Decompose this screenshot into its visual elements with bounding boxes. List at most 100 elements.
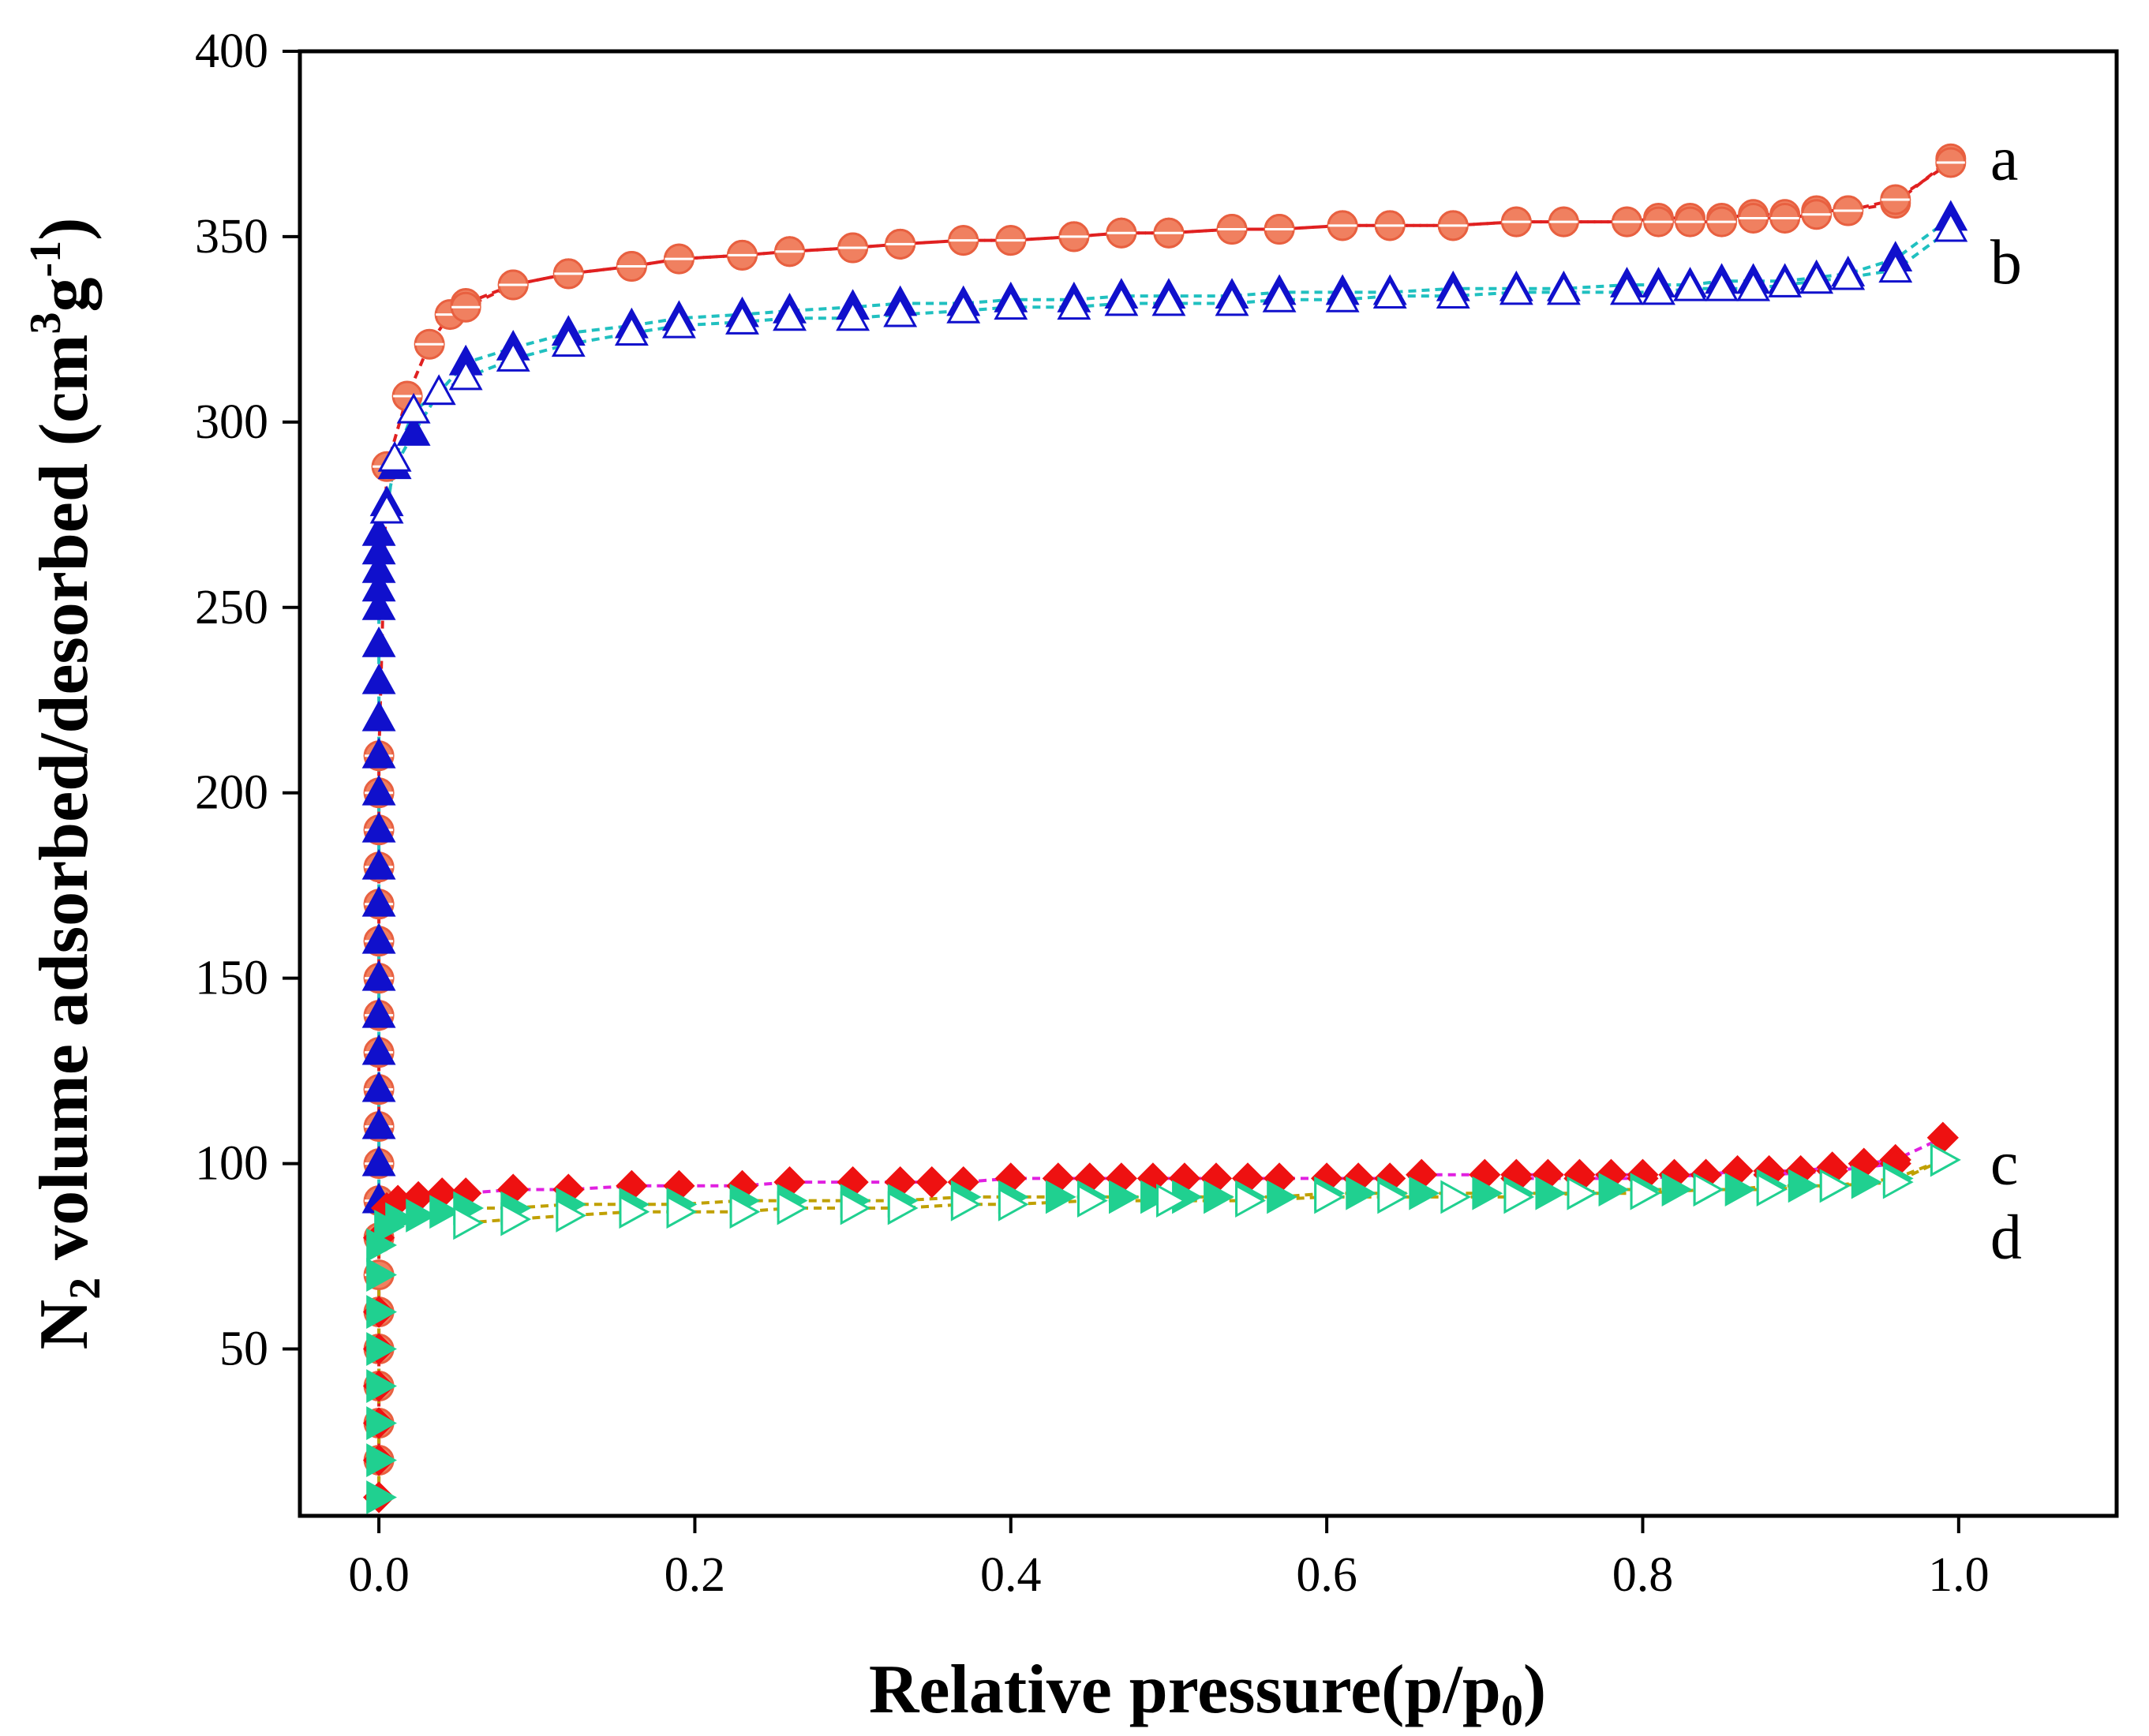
series-d-desorption-point xyxy=(1567,1176,1598,1210)
series-b-desorption-point xyxy=(1151,285,1186,316)
series-d-desorption-point xyxy=(1314,1180,1346,1214)
series-b-desorption-point xyxy=(883,296,918,327)
series-d-adsorption-point xyxy=(366,1258,397,1293)
y-axis-title: N2 volume adsorbed/desorbed (cm3g-1) xyxy=(21,218,110,1350)
series-b-adsorption-point xyxy=(361,774,396,806)
series-a-desorption-point xyxy=(995,225,1027,256)
series-b-adsorption-point xyxy=(361,533,396,565)
series-b-desorption-point xyxy=(1325,281,1360,312)
series-a-desorption-point xyxy=(1374,210,1406,241)
series-b-adsorption-point xyxy=(361,589,396,620)
series-d-adsorption-point xyxy=(1267,1180,1297,1214)
series-b-desorption-point xyxy=(946,293,981,324)
series-b-adsorption-point xyxy=(361,626,396,657)
series-d-adsorption-point xyxy=(1598,1173,1630,1207)
series-d-adsorption-point xyxy=(366,1369,397,1403)
series-b-desorption-point xyxy=(1104,285,1139,316)
y-tick-label: 200 xyxy=(195,766,268,820)
series-a-desorption-point xyxy=(1058,221,1090,253)
y-tick-label: 300 xyxy=(195,395,268,449)
series-b-desorption-point xyxy=(1610,274,1644,305)
series-d-adsorption-point xyxy=(1346,1176,1377,1210)
series-b-adsorption-point xyxy=(361,1145,396,1177)
series-b-desorption-point xyxy=(369,492,404,524)
series-a-desorption-point xyxy=(1801,199,1833,230)
x-tick-label: 0.4 xyxy=(980,1548,1042,1602)
series-d-adsorption-point xyxy=(1788,1169,1819,1203)
series-a-desorption-point xyxy=(1548,206,1579,238)
series-d-adsorption-point xyxy=(1109,1180,1140,1214)
series-a-adsorption-line xyxy=(377,157,1952,1461)
series-labels: ab cd xyxy=(1990,124,2022,1272)
series-b-desorption-point xyxy=(725,304,759,335)
y-tick-label: 400 xyxy=(195,24,268,78)
series-a-adsorption-point xyxy=(414,328,445,360)
series-label-a: a xyxy=(1990,124,2019,193)
series-b-desorption-point xyxy=(836,300,870,331)
series-c-adsorption-point xyxy=(915,1165,948,1199)
series-b-desorption-point xyxy=(1057,289,1091,320)
series-d-desorption-point xyxy=(1076,1184,1108,1218)
series-b-adsorption-point xyxy=(361,663,396,694)
series-b-desorption-point xyxy=(994,289,1028,320)
series-d-adsorption-point xyxy=(1045,1180,1076,1214)
series-d-desorption-point xyxy=(556,1198,587,1233)
series-a-desorption-point xyxy=(948,225,979,256)
series-label-c: c xyxy=(1990,1129,2019,1199)
series-d-desorption-point xyxy=(666,1195,698,1229)
series-a-desorption-point xyxy=(1706,206,1738,238)
series-d-desorption-point xyxy=(619,1195,650,1229)
series-d-desorption-point xyxy=(1156,1184,1187,1218)
series-a-desorption-point xyxy=(1935,147,1967,178)
series-d-adsorption-point xyxy=(1535,1176,1567,1210)
series-b-adsorption-point xyxy=(361,960,396,991)
series-b-desorption-point xyxy=(1372,278,1407,309)
series-b-desorption-point xyxy=(773,300,807,331)
x-tick-label: 0.6 xyxy=(1296,1548,1357,1602)
series-d-desorption-point xyxy=(1440,1180,1472,1214)
series-b-adsorption-point xyxy=(361,811,396,843)
y-tick-label: 350 xyxy=(195,210,268,264)
series-markers xyxy=(361,143,1968,1514)
series-b-adsorption-point xyxy=(361,997,396,1028)
series-d-adsorption-point xyxy=(1472,1176,1503,1210)
series-b-adsorption-point xyxy=(361,737,396,769)
series-d-desorption-point xyxy=(1377,1180,1409,1214)
series-d-adsorption-point xyxy=(366,1443,397,1477)
series-b-desorption-point xyxy=(1642,274,1675,305)
series-b-desorption-point xyxy=(421,374,456,406)
series-d-adsorption-point xyxy=(366,1406,397,1440)
series-a-desorption-point xyxy=(1738,202,1769,234)
series-a-desorption-point xyxy=(774,236,806,268)
series-lines xyxy=(377,157,1952,1498)
y-tick-label: 150 xyxy=(195,952,268,1005)
series-a-desorption-point xyxy=(1769,202,1801,234)
series-b-adsorption-point xyxy=(361,922,396,954)
series-b-desorption-point xyxy=(1499,274,1533,305)
x-tick-label: 1.0 xyxy=(1928,1548,1990,1602)
series-b-adsorption-point xyxy=(361,1071,396,1102)
series-b-desorption-point xyxy=(377,440,412,472)
series-d-adsorption-point xyxy=(429,1195,461,1229)
series-b-desorption-point xyxy=(1215,285,1249,316)
series-label-b: b xyxy=(1990,228,2022,297)
series-d-desorption-point xyxy=(1235,1184,1266,1218)
x-tick-label: 0.8 xyxy=(1612,1548,1674,1602)
series-a-desorption-point xyxy=(1642,206,1674,238)
series-b-desorption-point xyxy=(1831,259,1866,290)
series-d-desorption-point xyxy=(998,1187,1029,1222)
series-d-adsorption-point xyxy=(1851,1165,1882,1199)
series-b-desorption-point xyxy=(1546,274,1581,305)
y-tick-label: 100 xyxy=(195,1137,268,1191)
series-a-desorption-point xyxy=(1500,206,1532,238)
series-b-desorption-point xyxy=(614,315,649,346)
series-a-desorption-point xyxy=(1675,206,1706,238)
series-a-desorption-point xyxy=(497,269,529,301)
y-tick-label: 250 xyxy=(195,581,268,634)
series-a-desorption-point xyxy=(837,232,869,264)
series-a-desorption-point xyxy=(1611,206,1642,238)
series-d-adsorption-point xyxy=(1140,1180,1171,1214)
series-b-desorption-point xyxy=(1736,270,1771,301)
series-d-desorption-point xyxy=(500,1202,532,1237)
